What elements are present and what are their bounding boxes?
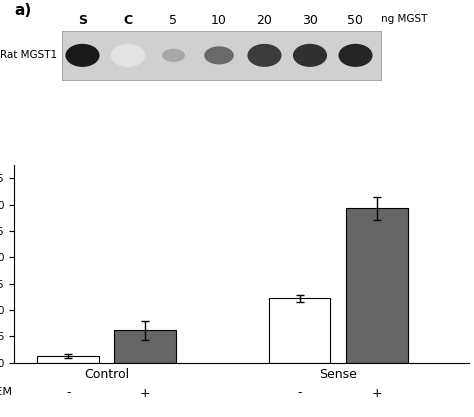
Text: 30: 30 bbox=[302, 14, 318, 27]
Ellipse shape bbox=[111, 44, 145, 67]
Ellipse shape bbox=[293, 44, 327, 67]
Bar bbox=[269, 299, 330, 363]
Bar bbox=[62, 30, 381, 80]
Text: a): a) bbox=[14, 3, 31, 18]
Text: 50: 50 bbox=[347, 14, 364, 27]
Text: C: C bbox=[123, 14, 133, 27]
Ellipse shape bbox=[65, 44, 100, 67]
Text: S: S bbox=[78, 14, 87, 27]
Bar bbox=[346, 208, 408, 363]
Text: 10: 10 bbox=[211, 14, 227, 27]
Text: 5: 5 bbox=[170, 14, 177, 27]
Text: 20: 20 bbox=[256, 14, 273, 27]
Text: -: - bbox=[297, 387, 302, 399]
Text: NEM: NEM bbox=[0, 387, 13, 397]
Ellipse shape bbox=[162, 49, 185, 62]
Text: +: + bbox=[372, 387, 382, 399]
Text: +: + bbox=[140, 387, 151, 399]
Ellipse shape bbox=[204, 46, 234, 65]
Ellipse shape bbox=[247, 44, 282, 67]
Text: -: - bbox=[66, 387, 71, 399]
Ellipse shape bbox=[338, 44, 373, 67]
Text: Rat MGST1: Rat MGST1 bbox=[0, 50, 57, 60]
Bar bbox=[115, 330, 176, 363]
Bar bbox=[37, 356, 99, 363]
Text: ng MGST: ng MGST bbox=[381, 14, 427, 24]
